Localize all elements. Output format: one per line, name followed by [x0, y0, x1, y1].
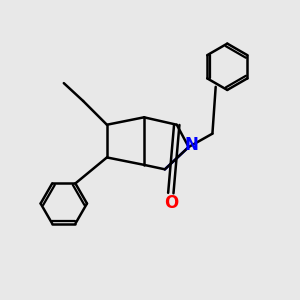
Text: O: O	[164, 194, 178, 212]
Text: N: N	[184, 136, 198, 154]
